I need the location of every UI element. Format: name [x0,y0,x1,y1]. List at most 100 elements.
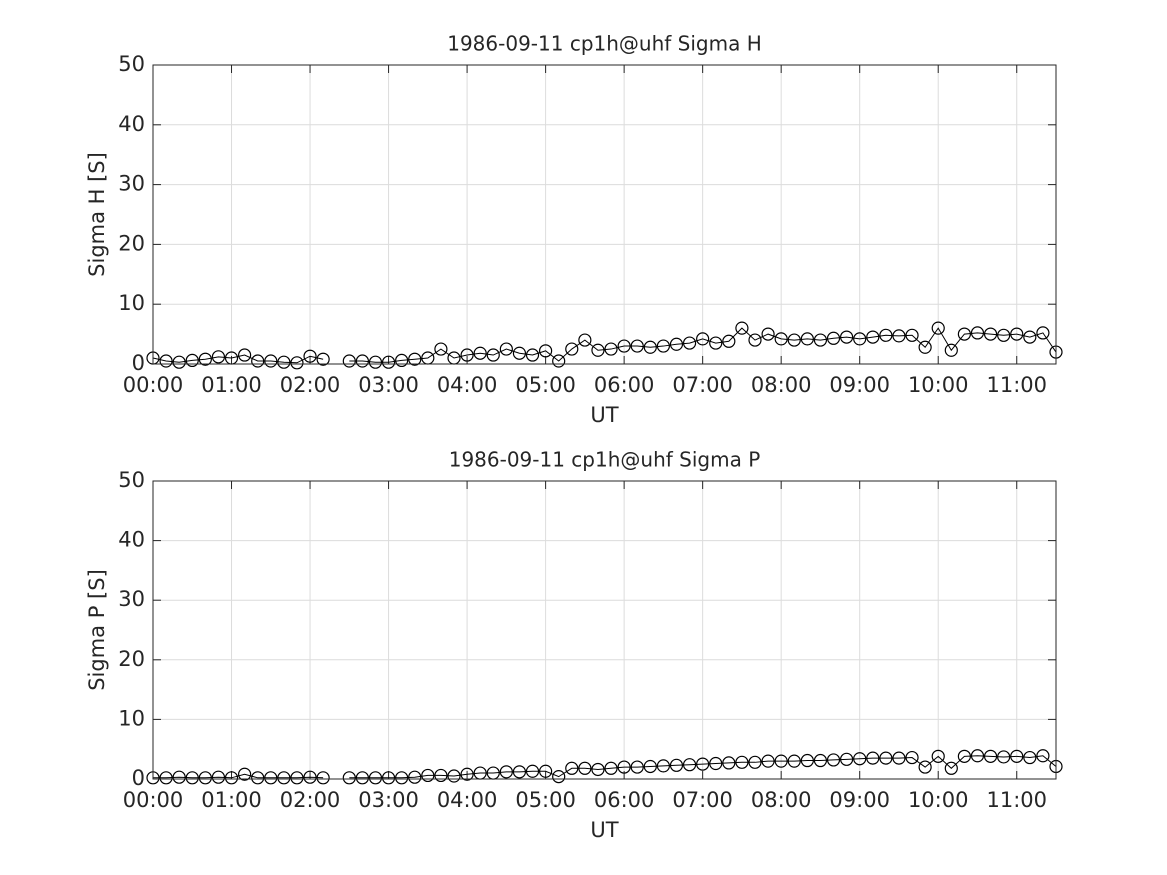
data-point [395,771,409,785]
data-point [696,757,710,771]
data-point [970,326,985,340]
x-tick-label: 10:00 [908,788,969,812]
data-point [552,770,566,784]
data-point [709,336,723,350]
data-point [512,346,527,360]
data-point [604,342,618,356]
data-point [997,750,1011,764]
data-point [460,767,474,781]
y-tick-label: 30 [118,172,145,196]
y-tick-label: 40 [118,528,145,552]
x-tick-label: 07:00 [672,373,733,397]
data-point [957,327,971,341]
data-point [251,771,265,785]
data-point [761,754,775,768]
x-tick-label: 09:00 [829,373,890,397]
axes-box [152,64,1057,365]
data-point [211,770,226,784]
data-point [512,765,527,779]
data-point [251,354,265,368]
data-point [630,339,644,353]
data-point [853,752,867,766]
data-point [892,329,906,343]
data-point [578,333,592,347]
x-tick-label: 05:00 [515,373,576,397]
data-point [539,344,553,358]
x-tick-label: 06:00 [594,373,655,397]
data-point [434,342,448,356]
x-tick-label: 10:00 [908,373,969,397]
data-point [277,355,291,369]
data-point [578,761,592,775]
data-point [892,751,906,765]
data-point [355,354,369,368]
data-point [1036,326,1050,340]
data-point [316,352,330,366]
data-point [735,755,749,769]
x-tick-label: 08:00 [751,373,812,397]
data-point [617,760,631,774]
data-point [447,769,461,783]
data-point [224,771,239,785]
data-point [879,751,893,765]
data-point [997,328,1011,342]
data-point [473,346,487,360]
data-point [368,355,383,369]
data-point [970,749,985,763]
x-tick-label: 08:00 [751,788,812,812]
data-point [604,761,618,775]
data-point [682,758,697,772]
x-axis-label: UT [590,403,618,427]
x-tick-label: 06:00 [594,788,655,812]
data-point [159,771,173,785]
data-point [486,348,500,362]
data-point [630,760,644,774]
data-point [983,327,998,341]
data-point [787,333,801,347]
data-point [395,353,409,368]
x-tick-label: 02:00 [280,373,341,397]
data-point [303,349,317,363]
x-tick-label: 02:00 [280,788,341,812]
data-point [277,771,291,785]
data-point [983,749,998,763]
data-point [617,339,631,353]
data-point [198,352,212,366]
data-point [774,332,788,346]
data-point [957,749,971,763]
x-tick-label: 03:00 [358,788,419,812]
data-point [918,760,932,774]
data-point [813,333,828,347]
x-tick-label: 11:00 [986,373,1047,397]
data-point [290,356,304,370]
data-point [826,753,841,767]
x-tick-label: 00:00 [123,788,184,812]
data-point [460,348,474,362]
data-point [185,353,199,368]
data-point [682,336,697,350]
data-point [565,342,579,356]
data-point [591,343,605,357]
series-line [153,755,1057,779]
x-tick-label: 01:00 [201,373,262,397]
plot-area [153,65,1056,364]
data-point [840,752,854,766]
data-point [1036,749,1050,763]
data-point [408,352,422,366]
data-point [211,350,226,364]
data-point [866,330,880,344]
y-axis-label: Sigma H [S] [85,152,109,277]
data-point [866,751,880,765]
data-point [944,761,958,775]
y-tick-label: 50 [118,52,145,76]
data-point [552,354,566,368]
data-point [643,759,657,774]
data-point [800,332,814,346]
data-point [696,332,710,346]
x-tick-label: 09:00 [829,788,890,812]
data-point [840,330,854,344]
y-axis-label: Sigma P [S] [85,569,109,691]
y-tick-label: 20 [118,231,145,255]
x-axis-label: UT [590,818,618,842]
